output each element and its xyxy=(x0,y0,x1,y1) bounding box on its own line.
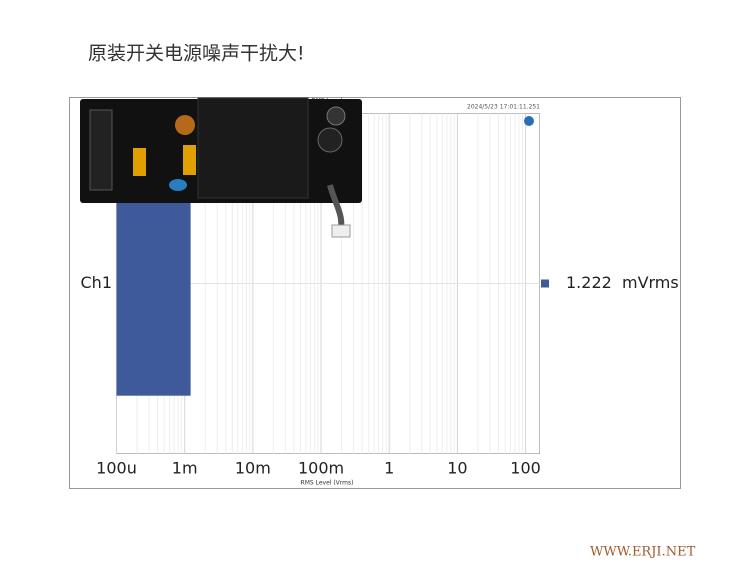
watermark: WWW.ERJI.NET xyxy=(590,545,696,560)
capacitor xyxy=(133,148,146,176)
page-title: 原装开关电源噪声干扰大! xyxy=(88,43,305,65)
electrolytic xyxy=(326,106,346,126)
pcb-photo xyxy=(80,97,362,238)
capacitor xyxy=(183,145,196,175)
electrolytic xyxy=(317,127,343,153)
x-tick-label: 1m xyxy=(172,459,198,478)
legend-swatch xyxy=(541,279,549,288)
x-tick-label: 100u xyxy=(96,459,137,478)
x-axis-label: RMS Level (Vrms) xyxy=(301,480,354,487)
timestamp: 2024/5/23 17:01:11.251 xyxy=(467,104,540,111)
ap-logo xyxy=(524,116,534,126)
x-tick-label: 10 xyxy=(447,459,467,478)
x-tick-label: 10m xyxy=(235,459,271,478)
transformer xyxy=(197,97,309,199)
x-tick-label: 100m xyxy=(298,459,344,478)
capacitor xyxy=(169,179,187,191)
bar xyxy=(116,171,191,396)
x-tick-label: 100 xyxy=(510,459,541,478)
inductor xyxy=(175,115,195,135)
x-tick-label: 1 xyxy=(384,459,394,478)
connector xyxy=(89,109,113,191)
y-tick-label: Ch1 xyxy=(81,273,113,292)
value-label: 1.222 mVrms xyxy=(566,273,679,292)
plug xyxy=(331,224,351,238)
